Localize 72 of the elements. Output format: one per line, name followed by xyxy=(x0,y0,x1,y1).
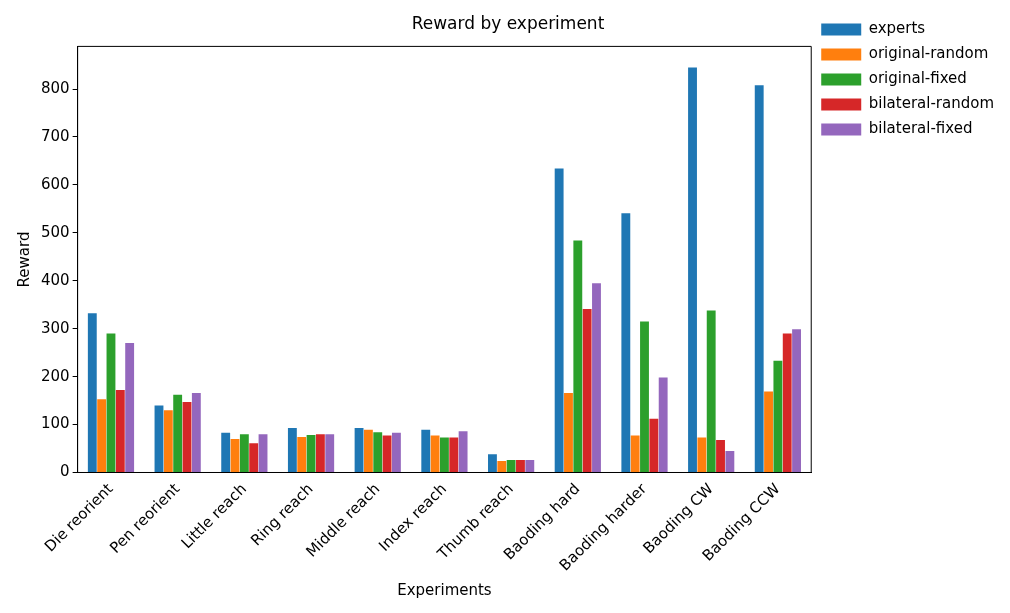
x-axis-title: Experiments xyxy=(397,580,492,599)
bar xyxy=(573,240,583,472)
bar xyxy=(106,333,116,472)
bar xyxy=(621,213,631,472)
legend-label: experts xyxy=(868,19,926,38)
y-axis-title: Reward xyxy=(14,231,33,288)
bar xyxy=(391,432,401,472)
bar xyxy=(306,435,316,472)
bar xyxy=(258,434,268,472)
bar xyxy=(754,85,764,472)
chart-title: Reward by experiment xyxy=(411,12,605,33)
bar xyxy=(221,432,231,472)
bar xyxy=(325,434,335,472)
bar xyxy=(249,443,259,472)
bar xyxy=(421,429,431,472)
bar xyxy=(154,405,164,472)
bar xyxy=(564,392,573,472)
y-tick-label: 200 xyxy=(40,366,70,385)
bar xyxy=(488,454,497,472)
bar xyxy=(640,321,649,472)
legend-label: original-random xyxy=(868,44,989,63)
y-tick-label: 800 xyxy=(40,78,70,97)
bar xyxy=(173,394,183,472)
bar xyxy=(792,329,801,472)
bar xyxy=(773,360,783,472)
bar xyxy=(191,392,201,472)
bar xyxy=(706,310,716,472)
bar xyxy=(449,437,459,472)
bar xyxy=(439,437,449,472)
bar xyxy=(630,435,640,472)
bar xyxy=(373,432,383,472)
bar xyxy=(230,438,240,472)
legend-label: bilateral-fixed xyxy=(868,119,973,138)
y-tick-label: 700 xyxy=(40,126,70,145)
bar xyxy=(458,431,468,472)
bar xyxy=(382,435,392,472)
legend-label: bilateral-random xyxy=(868,94,995,113)
y-tick-label: 500 xyxy=(40,222,70,241)
bar xyxy=(506,460,516,472)
legend-label: original-fixed xyxy=(868,69,967,88)
bar xyxy=(582,309,592,472)
y-tick-label: 300 xyxy=(40,318,70,337)
bar xyxy=(115,390,125,472)
y-tick-label: 600 xyxy=(40,174,70,193)
bar xyxy=(97,399,107,472)
bar xyxy=(697,437,707,472)
bar xyxy=(554,168,564,472)
bar xyxy=(363,429,373,472)
bar xyxy=(649,418,659,472)
bar xyxy=(287,427,297,472)
bar xyxy=(182,402,192,472)
bar xyxy=(239,434,249,472)
bar xyxy=(354,427,364,472)
bar xyxy=(592,283,601,472)
y-tick-label: 100 xyxy=(40,414,70,433)
bar xyxy=(87,313,97,472)
bar xyxy=(430,435,440,472)
bar xyxy=(297,437,307,472)
bar xyxy=(163,410,173,472)
bar xyxy=(725,450,735,472)
bar xyxy=(516,460,525,472)
bar xyxy=(688,67,697,472)
y-tick-label: 400 xyxy=(40,270,70,289)
bar xyxy=(764,391,773,472)
bar xyxy=(525,460,535,472)
y-tick-label: 0 xyxy=(60,462,70,481)
bar xyxy=(125,343,135,472)
bar xyxy=(658,377,668,472)
bar xyxy=(716,439,725,472)
bar xyxy=(497,460,507,472)
bar xyxy=(782,333,792,472)
bar xyxy=(315,434,325,472)
